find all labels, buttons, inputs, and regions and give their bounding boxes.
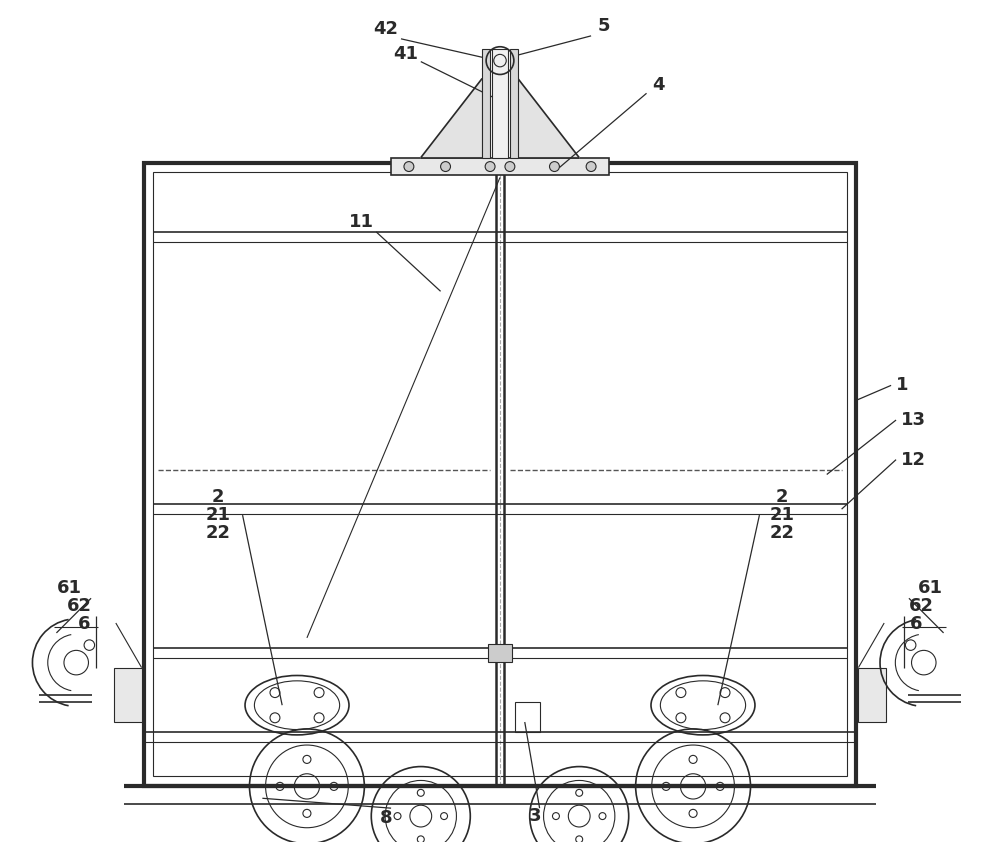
Circle shape (441, 162, 450, 172)
Bar (510, 49, 518, 157)
Text: 61: 61 (918, 580, 943, 597)
Text: 5: 5 (598, 17, 610, 35)
Bar (144, 162, 856, 787)
Polygon shape (518, 79, 579, 157)
Bar (391, 157, 609, 175)
Text: 2: 2 (212, 488, 224, 506)
Text: 1: 1 (896, 376, 909, 394)
Bar (482, 49, 490, 157)
Bar (153, 173, 847, 777)
Text: 6: 6 (910, 615, 922, 633)
Text: 2: 2 (776, 488, 788, 506)
Text: 8: 8 (380, 809, 392, 827)
Text: 62: 62 (67, 597, 92, 615)
Text: 22: 22 (205, 524, 230, 542)
Text: 22: 22 (770, 524, 795, 542)
Text: 11: 11 (349, 213, 374, 231)
Bar (492, 49, 508, 157)
Circle shape (404, 162, 414, 172)
Text: 42: 42 (374, 20, 399, 38)
Text: 6: 6 (78, 615, 90, 633)
Text: 12: 12 (901, 451, 926, 469)
Text: 21: 21 (770, 506, 795, 524)
Text: 61: 61 (57, 580, 82, 597)
Circle shape (550, 162, 559, 172)
Circle shape (505, 162, 515, 172)
Bar (114, 667, 142, 722)
Circle shape (485, 162, 495, 172)
Text: 62: 62 (909, 597, 934, 615)
Bar (488, 644, 512, 662)
Circle shape (586, 162, 596, 172)
Polygon shape (421, 79, 482, 157)
Text: 3: 3 (528, 807, 541, 825)
Bar (515, 702, 540, 732)
Text: 21: 21 (205, 506, 230, 524)
Bar (858, 667, 886, 722)
Text: 13: 13 (901, 411, 926, 429)
Text: 41: 41 (393, 45, 418, 63)
Text: 4: 4 (652, 76, 665, 95)
